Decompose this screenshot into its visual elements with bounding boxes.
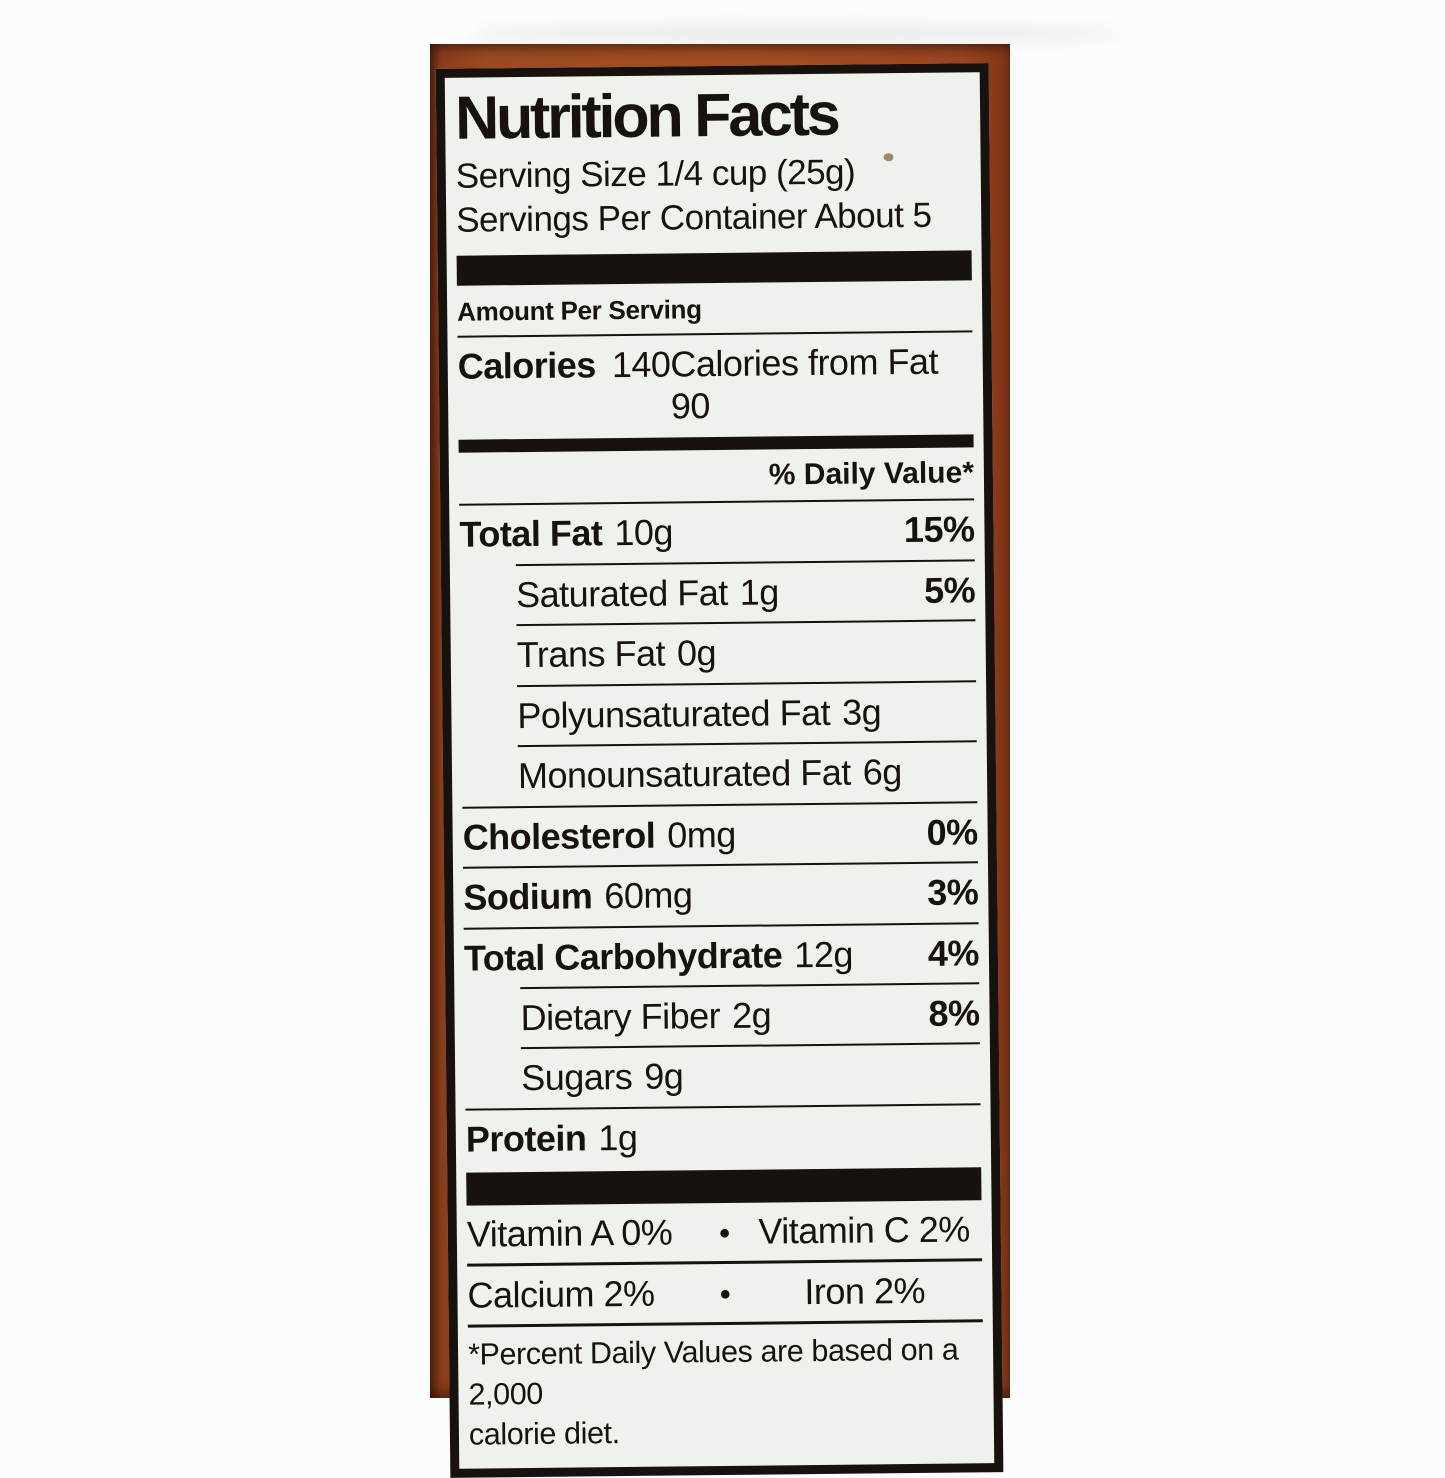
nutrient-left: Protein 1g <box>466 1117 638 1161</box>
nutrient-row: Protein 1g <box>465 1103 982 1170</box>
serving-size-line: Serving Size 1/4 cup (25g) <box>455 152 856 196</box>
amount-per-serving-heading: Amount Per Serving <box>457 294 702 327</box>
vitamin-rows: Vitamin A 0% • Vitamin C 2% Calcium 2% • Iron… <box>467 1201 983 1326</box>
nutrient-name: Sodium <box>463 875 593 918</box>
nutrient-name: Sugars <box>520 1056 633 1099</box>
nutrient-left: Cholesterol 0mg <box>462 813 736 858</box>
nutrient-row: Dietary Fiber 2g 8% <box>520 982 980 1048</box>
nutrient-daily-value: 5% <box>923 569 976 611</box>
nutrient-row: Total Fat 10g 15% <box>459 498 975 565</box>
nutrient-row: Cholesterol 0mg 0% <box>462 800 978 867</box>
dust-speck <box>883 153 894 162</box>
vitamin-left: Calcium 2% <box>467 1273 655 1317</box>
nutrient-rows: Total Fat 10g 15% Saturated Fat 1g 5% Trans Fa… <box>459 498 982 1170</box>
nutrient-row: Trans Fat 0g <box>516 619 977 685</box>
calories-left: Calories 140 <box>458 344 671 388</box>
nutrient-amount: 12g <box>794 933 854 975</box>
footnote-line-2: calorie diet. <box>468 1415 620 1452</box>
nutrient-row: Monounsaturated Fat 6g <box>517 740 978 806</box>
nutrient-left: Sodium 60mg <box>463 874 692 919</box>
nutrient-row: Total Carbohydrate 12g 4% <box>463 921 980 988</box>
nutrition-facts-label: Nutrition Facts Serving Size 1/4 cup (25… <box>435 63 1004 1478</box>
nutrient-name: Monounsaturated Fat <box>517 751 851 797</box>
photo-shadow-artifact <box>470 26 1120 42</box>
label-title: Nutrition Facts <box>454 79 838 152</box>
nutrient-daily-value: 8% <box>928 992 980 1034</box>
vitamin-left: Vitamin A 0% <box>466 1211 673 1256</box>
footnote-line-1: *Percent Daily Values are based on a 2,0… <box>467 1332 959 1412</box>
daily-value-header: % Daily Value* <box>768 456 975 492</box>
section-bar-protein <box>466 1167 982 1207</box>
nutrient-daily-value: 15% <box>903 508 975 551</box>
nutrient-amount: 9g <box>644 1055 684 1098</box>
bullet-separator: • <box>718 1215 730 1252</box>
nutrient-name: Protein <box>465 1117 587 1160</box>
nutrient-name: Total Carbohydrate <box>463 933 783 979</box>
nutrient-row: Saturated Fat 1g 5% <box>515 559 976 625</box>
nutrient-amount: 0g <box>676 632 717 674</box>
nutrient-left: Polyunsaturated Fat 3g <box>517 691 881 737</box>
nutrient-row: Polyunsaturated Fat 3g <box>517 679 977 746</box>
bullet-separator: • <box>719 1276 731 1313</box>
nutrient-daily-value: 4% <box>927 931 980 974</box>
nutrient-left: Saturated Fat 1g <box>516 571 779 616</box>
nutrient-name: Cholesterol <box>462 814 656 858</box>
nutrient-left: Total Carbohydrate 12g <box>464 933 853 980</box>
nutrient-left: Trans Fat 0g <box>517 632 717 677</box>
nutrient-name: Polyunsaturated Fat <box>517 691 831 736</box>
vitamin-right: Vitamin C 2% <box>758 1208 970 1253</box>
nutrient-amount: 1g <box>598 1116 638 1159</box>
vitamin-row: Vitamin A 0% • Vitamin C 2% <box>467 1201 983 1264</box>
calories-label: Calories <box>457 344 597 387</box>
nutrient-amount: 60mg <box>604 874 693 917</box>
nutrient-amount: 1g <box>739 571 780 613</box>
nutrient-amount: 0mg <box>666 813 736 856</box>
servings-per-container-line: Servings Per Container About 5 <box>456 196 932 241</box>
page: { "label": { "title": "Nutrition Facts",… <box>430 26 1120 1478</box>
vitamin-right: Iron 2% <box>804 1270 926 1313</box>
nutrient-row: Sodium 60mg 3% <box>462 861 979 928</box>
footnote: *Percent Daily Values are based on a 2,0… <box>467 1319 985 1459</box>
nutrient-name: Saturated Fat <box>515 571 728 615</box>
nutrient-amount: 10g <box>614 511 674 554</box>
nutrient-amount: 6g <box>862 751 903 793</box>
nutrient-left: Total Fat 10g <box>459 512 673 557</box>
nutrient-left: Monounsaturated Fat 6g <box>518 751 902 797</box>
nutrient-daily-value: 0% <box>926 810 978 853</box>
nutrient-daily-value: 3% <box>927 871 979 913</box>
nutrient-left: Sugars 9g <box>521 1056 684 1100</box>
nutrient-name: Total Fat <box>459 512 603 555</box>
calories-from-fat: Calories from Fat 90 <box>670 340 939 427</box>
nutrient-row: Sugars 9g <box>520 1042 981 1109</box>
vitamin-row: Calcium 2% • Iron 2% <box>467 1258 983 1326</box>
product-package: Nutrition Facts Serving Size 1/4 cup (25… <box>430 44 1010 1478</box>
nutrient-name: Trans Fat <box>516 632 666 676</box>
nutrient-amount: 2g <box>731 994 772 1036</box>
calories-row: Calories 140 Calories from Fat 90 <box>457 330 974 440</box>
calories-value: 140 <box>611 343 671 386</box>
nutrient-left: Dietary Fiber 2g <box>520 994 771 1039</box>
nutrient-amount: 3g <box>841 690 882 733</box>
nutrient-name: Dietary Fiber <box>520 995 721 1039</box>
